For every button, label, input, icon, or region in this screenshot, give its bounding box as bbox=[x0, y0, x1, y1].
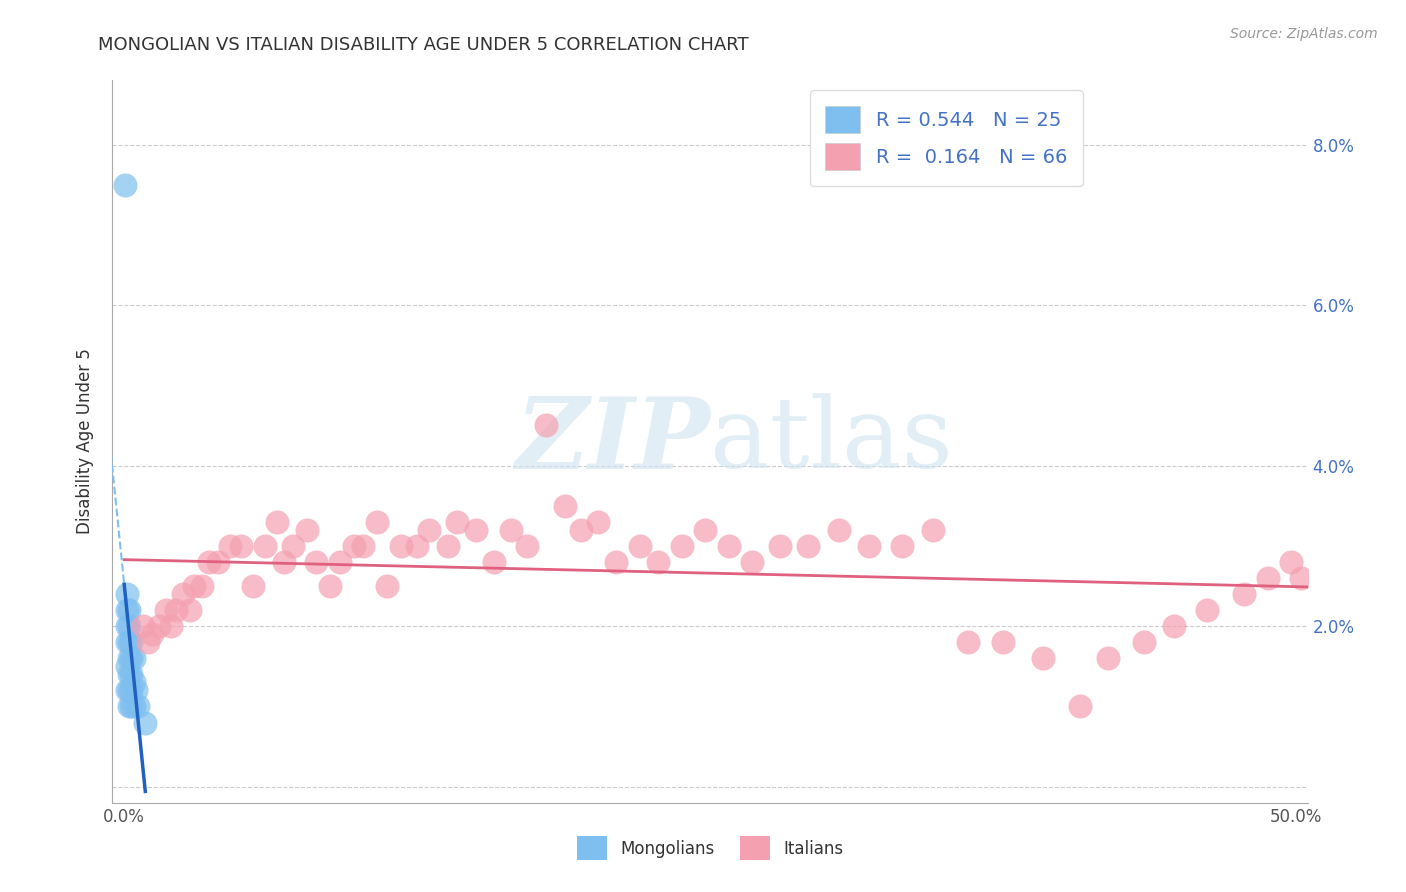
Point bbox=[1032, 651, 1054, 665]
Point bbox=[586, 515, 609, 529]
Point bbox=[1069, 699, 1091, 714]
Point bbox=[605, 555, 627, 569]
Text: Source: ZipAtlas.com: Source: ZipAtlas.com bbox=[1230, 27, 1378, 41]
Point bbox=[118, 619, 141, 633]
Point bbox=[136, 635, 159, 649]
Point bbox=[148, 619, 170, 633]
Point bbox=[125, 683, 148, 698]
Point bbox=[516, 539, 538, 553]
Point bbox=[118, 635, 141, 649]
Point bbox=[122, 675, 145, 690]
Point bbox=[141, 627, 163, 641]
Point bbox=[569, 523, 592, 537]
Point bbox=[464, 523, 486, 537]
Point bbox=[671, 539, 693, 553]
Point bbox=[115, 635, 138, 649]
Point bbox=[797, 539, 820, 553]
Point bbox=[921, 523, 943, 537]
Point bbox=[165, 603, 187, 617]
Point bbox=[1257, 571, 1279, 585]
Point bbox=[484, 555, 506, 569]
Point bbox=[253, 539, 276, 553]
Point bbox=[197, 555, 219, 569]
Point bbox=[127, 699, 149, 714]
Point bbox=[366, 515, 388, 529]
Point bbox=[1289, 571, 1312, 585]
Point bbox=[1279, 555, 1302, 569]
Point bbox=[628, 539, 651, 553]
Point bbox=[132, 619, 155, 633]
Text: ZIP: ZIP bbox=[515, 393, 710, 490]
Point bbox=[114, 178, 136, 192]
Point bbox=[115, 619, 138, 633]
Y-axis label: Disability Age Under 5: Disability Age Under 5 bbox=[76, 349, 94, 534]
Point bbox=[115, 659, 138, 673]
Point bbox=[956, 635, 979, 649]
Point bbox=[418, 523, 440, 537]
Point bbox=[329, 555, 352, 569]
Point bbox=[122, 699, 145, 714]
Point bbox=[190, 579, 212, 593]
Point bbox=[436, 539, 458, 553]
Point bbox=[1132, 635, 1154, 649]
Point bbox=[118, 667, 141, 681]
Point bbox=[115, 587, 138, 601]
Point bbox=[120, 635, 142, 649]
Point bbox=[115, 603, 138, 617]
Point bbox=[172, 587, 194, 601]
Point bbox=[717, 539, 740, 553]
Point bbox=[118, 683, 141, 698]
Point bbox=[183, 579, 205, 593]
Point bbox=[1097, 651, 1119, 665]
Point bbox=[295, 523, 318, 537]
Point bbox=[179, 603, 201, 617]
Point bbox=[305, 555, 328, 569]
Point bbox=[273, 555, 295, 569]
Point bbox=[155, 603, 177, 617]
Text: atlas: atlas bbox=[710, 393, 953, 490]
Point bbox=[891, 539, 914, 553]
Point bbox=[218, 539, 240, 553]
Point bbox=[120, 699, 142, 714]
Point bbox=[118, 603, 141, 617]
Point bbox=[769, 539, 792, 553]
Point bbox=[120, 667, 142, 681]
Legend: Mongolians, Italians: Mongolians, Italians bbox=[571, 830, 849, 867]
Point bbox=[319, 579, 342, 593]
Point bbox=[991, 635, 1014, 649]
Point bbox=[1195, 603, 1218, 617]
Point bbox=[160, 619, 183, 633]
Point bbox=[118, 699, 141, 714]
Point bbox=[134, 715, 156, 730]
Point bbox=[281, 539, 304, 553]
Point bbox=[231, 539, 253, 553]
Point bbox=[120, 651, 142, 665]
Point bbox=[375, 579, 398, 593]
Point bbox=[1233, 587, 1256, 601]
Point bbox=[858, 539, 880, 553]
Point bbox=[120, 683, 142, 698]
Point bbox=[406, 539, 429, 553]
Point bbox=[554, 499, 576, 513]
Point bbox=[695, 523, 717, 537]
Point bbox=[534, 418, 557, 433]
Point bbox=[207, 555, 229, 569]
Point bbox=[828, 523, 851, 537]
Point bbox=[389, 539, 412, 553]
Point bbox=[741, 555, 763, 569]
Point bbox=[115, 683, 138, 698]
Point bbox=[242, 579, 264, 593]
Point bbox=[343, 539, 366, 553]
Point bbox=[499, 523, 522, 537]
Point bbox=[446, 515, 468, 529]
Point bbox=[1163, 619, 1185, 633]
Point bbox=[352, 539, 374, 553]
Point bbox=[266, 515, 288, 529]
Text: MONGOLIAN VS ITALIAN DISABILITY AGE UNDER 5 CORRELATION CHART: MONGOLIAN VS ITALIAN DISABILITY AGE UNDE… bbox=[98, 36, 749, 54]
Point bbox=[118, 651, 141, 665]
Point bbox=[122, 651, 145, 665]
Point bbox=[647, 555, 669, 569]
